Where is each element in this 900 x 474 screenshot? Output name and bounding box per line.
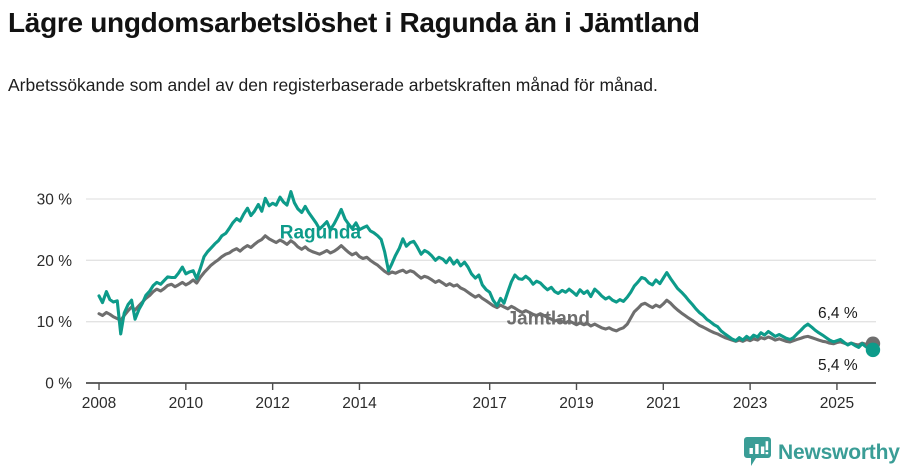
x-axis-tick-label: 2008 [82,395,116,412]
y-axis-tick-label: 0 % [45,376,72,393]
series-endpoint-ragunda [865,342,881,358]
x-axis-tick-label: 2017 [472,395,506,412]
jamtland-end-value: 6,4 % [818,305,858,322]
page-subtitle: Arbetssökande som andel av den registerb… [8,75,658,95]
newsworthy-logo[interactable]: Newsworthy [744,437,900,467]
x-axis-tick-label: 2021 [646,395,680,412]
y-axis-tick-label: 10 % [37,314,73,331]
series-line-ragunda [97,190,875,352]
x-axis-tick-label: 2014 [342,395,377,412]
bar-chart-bubble-icon [744,437,771,466]
ragunda-end-value: 5,4 % [818,357,858,374]
y-axis-tick-label: 20 % [37,253,73,270]
newsworthy-wordmark: Newsworthy [778,440,900,464]
x-axis-tick-label: 2025 [820,395,854,412]
y-axis-tick-label: 30 % [37,192,73,209]
x-axis-tick-label: 2023 [733,395,767,412]
x-axis-tick-label: 2019 [559,395,593,412]
page-title: Lägre ungdomsarbetslöshet i Ragunda än i… [8,7,700,38]
x-axis-tick-label: 2010 [169,395,204,412]
series-label-ragunda: Ragunda [280,222,362,243]
x-axis-tick-label: 2012 [255,395,289,412]
series-label-jmtland: Jämtland [507,309,590,330]
